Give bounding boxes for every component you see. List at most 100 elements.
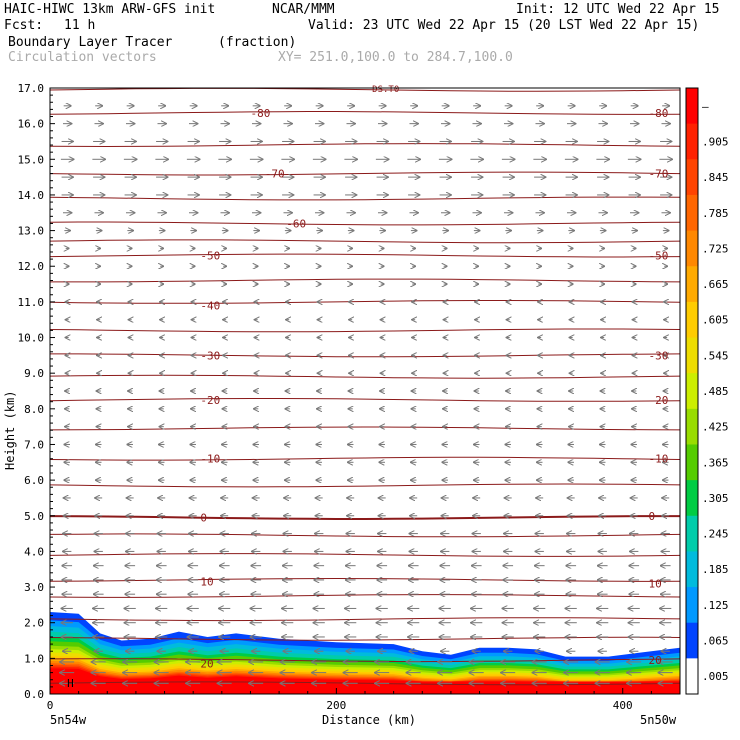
contour-label: -10 xyxy=(649,453,669,466)
y-tick-label: 1.0 xyxy=(24,652,44,665)
temperature-contour-line xyxy=(50,111,680,115)
temperature-contour-line xyxy=(50,456,680,461)
y-tick-label: 7.0 xyxy=(24,438,44,451)
temperature-contour-line xyxy=(50,278,680,283)
temperature-contour-line xyxy=(50,353,680,358)
colorbar-label: .665 xyxy=(702,278,729,291)
contour-label: 0 xyxy=(200,512,207,525)
colorbar-swatch xyxy=(686,444,698,481)
temperature-contour-line xyxy=(50,253,680,258)
contour-label: -60 xyxy=(286,217,306,230)
colorbar-swatch xyxy=(686,515,698,552)
valid-time: Valid: 23 UTC Wed 22 Apr 15 (20 LST Wed … xyxy=(308,18,700,33)
temperature-contour-line xyxy=(50,374,680,379)
colorbar-swatch xyxy=(686,123,698,160)
y-tick-label: 0.0 xyxy=(24,688,44,701)
colorbar-swatch xyxy=(686,337,698,374)
temperature-contour-line xyxy=(50,658,680,663)
contour-label: -40 xyxy=(200,299,220,312)
contour-label: -30 xyxy=(649,349,669,362)
surface-marker: H xyxy=(67,677,74,690)
temperature-contours xyxy=(50,88,680,686)
contour-label: -80 xyxy=(250,107,270,120)
colorbar-swatch xyxy=(686,194,698,232)
colorbar-label: .725 xyxy=(702,242,729,255)
colorbar-swatch xyxy=(686,480,698,517)
init-time: Init: 12 UTC Wed 22 Apr 15 xyxy=(516,2,720,17)
tracer-fill xyxy=(50,612,680,694)
temperature-contour-line xyxy=(50,328,680,333)
vector-label: Circulation vectors xyxy=(8,50,157,65)
y-tick-label: 6.0 xyxy=(24,474,44,487)
colorbar-label: .065 xyxy=(702,635,729,648)
colorbar-label: .605 xyxy=(702,314,729,327)
colorbar-swatch xyxy=(686,408,698,445)
y-tick-label: 14.0 xyxy=(18,189,45,202)
colorbar-swatch xyxy=(686,587,698,624)
colorbar-label: .905 xyxy=(702,135,729,148)
colorbar-swatch xyxy=(686,159,698,196)
temperature-contour-line xyxy=(50,221,680,226)
temperature-contour-line xyxy=(50,88,680,92)
temperature-contour-line xyxy=(50,398,680,402)
colorbar-label: .245 xyxy=(702,528,729,541)
temperature-contour-line xyxy=(50,577,680,582)
contour-label: 20 xyxy=(200,658,213,671)
contour-label: -50 xyxy=(200,250,220,263)
contour-label: -10 xyxy=(200,453,220,466)
y-tick-label: 13.0 xyxy=(18,225,45,238)
colorbar-swatch xyxy=(686,230,698,267)
colorbar-frame xyxy=(685,87,699,695)
temperature-contour-line xyxy=(50,239,680,244)
colorbar-swatch xyxy=(686,551,698,588)
colorbar-label: .365 xyxy=(702,456,729,469)
x-axis-label: Distance (km) xyxy=(322,713,416,727)
temperature-contour-line xyxy=(50,426,680,431)
x-left-location: 5n54w xyxy=(50,713,87,727)
colorbar-label: .545 xyxy=(702,349,729,362)
y-tick-label: 11.0 xyxy=(18,296,45,309)
contour-labels: 20 20 10 10 0 0 -10 -10 -20 -20 -30 -30 -40 -50 -50 -60… xyxy=(67,85,669,690)
colorbar-label: – xyxy=(702,100,709,113)
temperature-contour-line xyxy=(50,553,680,557)
colorbar-label: .185 xyxy=(702,563,729,576)
y-axis-label: Height (km) xyxy=(3,391,17,470)
y-tick-label: 10.0 xyxy=(18,332,45,345)
temperature-contour-line xyxy=(50,300,680,304)
x-tick-label: 200 xyxy=(326,699,346,712)
forecast-label: Fcst: xyxy=(4,18,44,33)
contour-label: -20 xyxy=(649,394,669,407)
contour-label: -30 xyxy=(200,349,220,362)
colorbar-swatch xyxy=(686,373,698,410)
temperature-contour-line xyxy=(50,483,680,488)
circulation-vectors xyxy=(60,106,673,683)
temperature-contour-line xyxy=(50,594,680,598)
contour-label: 0 xyxy=(649,510,656,523)
contour-label: 10 xyxy=(649,577,662,590)
temperature-contour-line xyxy=(50,533,680,538)
contour-label: 20 xyxy=(649,654,662,667)
y-tick-label: 4.0 xyxy=(24,545,44,558)
y-tick-label: 8.0 xyxy=(24,403,44,416)
colorbar-label: .125 xyxy=(702,599,729,612)
y-tick-label: 12.0 xyxy=(18,260,45,273)
colorbar-swatch xyxy=(686,658,698,695)
forecast-hour: 11 h xyxy=(64,18,96,33)
x-tick-label: 0 xyxy=(47,699,54,712)
colorbar-label: .305 xyxy=(702,492,729,505)
y-tick-label: 3.0 xyxy=(24,581,44,594)
temperature-contour-line xyxy=(50,636,680,641)
temperature-contour-line xyxy=(50,617,680,622)
y-tick-label: 5.0 xyxy=(24,510,44,523)
field-units: (fraction) xyxy=(218,35,297,50)
contour-label: -20 xyxy=(200,394,220,407)
field-name: Boundary Layer Tracer xyxy=(8,35,173,50)
colorbar-label: .005 xyxy=(702,670,729,683)
colorbar-label: .425 xyxy=(702,421,729,434)
x-right-location: 5n50w xyxy=(640,713,677,727)
org-label: NCAR/MMM xyxy=(272,2,335,17)
temperature-contour-line xyxy=(50,515,680,520)
colorbar-label: .485 xyxy=(702,385,729,398)
colorbar-swatch xyxy=(686,88,698,125)
top-contour-marker: DS.T0 xyxy=(372,85,399,95)
